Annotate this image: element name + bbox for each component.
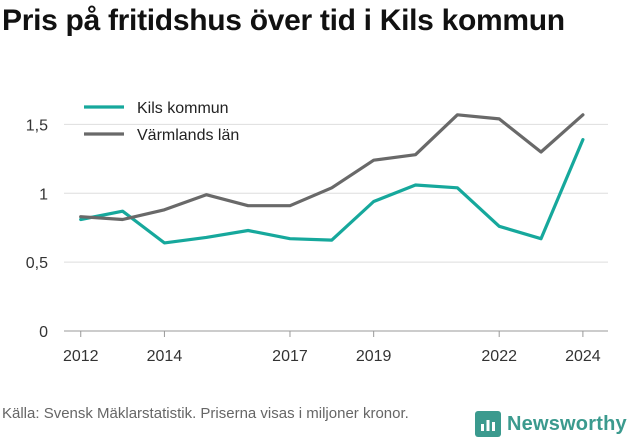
y-tick-label: 1 xyxy=(39,186,48,203)
x-tick-label: 2017 xyxy=(272,348,308,365)
grid-lines: 0 0,5 1 1,5 xyxy=(26,117,608,341)
x-tick-label: 2012 xyxy=(63,348,99,365)
source-note: Källa: Svensk Mäklarstatistik. Priserna … xyxy=(2,405,409,422)
legend-label: Värmlands län xyxy=(137,127,239,144)
x-tick-label: 2024 xyxy=(565,348,601,365)
brand-name: Newsworthy xyxy=(507,412,627,435)
series-line-kils-kommun xyxy=(79,138,585,245)
y-tick-label: 1,5 xyxy=(26,117,48,134)
brand-logo: Newsworthy xyxy=(475,410,627,438)
series-lines xyxy=(79,113,585,245)
x-axis: 2012 2014 2017 2019 2022 2024 xyxy=(63,331,601,365)
bar-chart-icon xyxy=(475,411,501,437)
x-tick-label: 2014 xyxy=(147,348,183,365)
legend: Kils kommun Värmlands län xyxy=(84,100,239,144)
y-tick-label: 0,5 xyxy=(26,255,48,272)
x-tick-label: 2022 xyxy=(481,348,517,365)
series-line-varmlands-lan xyxy=(79,113,585,222)
x-tick-label: 2019 xyxy=(356,348,392,365)
line-chart: 0 0,5 1 1,5 2012 2014 2017 2019 2022 2024 Kils k… xyxy=(26,100,608,365)
legend-label: Kils kommun xyxy=(137,100,229,117)
y-tick-label: 0 xyxy=(39,324,48,341)
chart-title: Pris på fritidshus över tid i Kils kommu… xyxy=(2,4,565,37)
